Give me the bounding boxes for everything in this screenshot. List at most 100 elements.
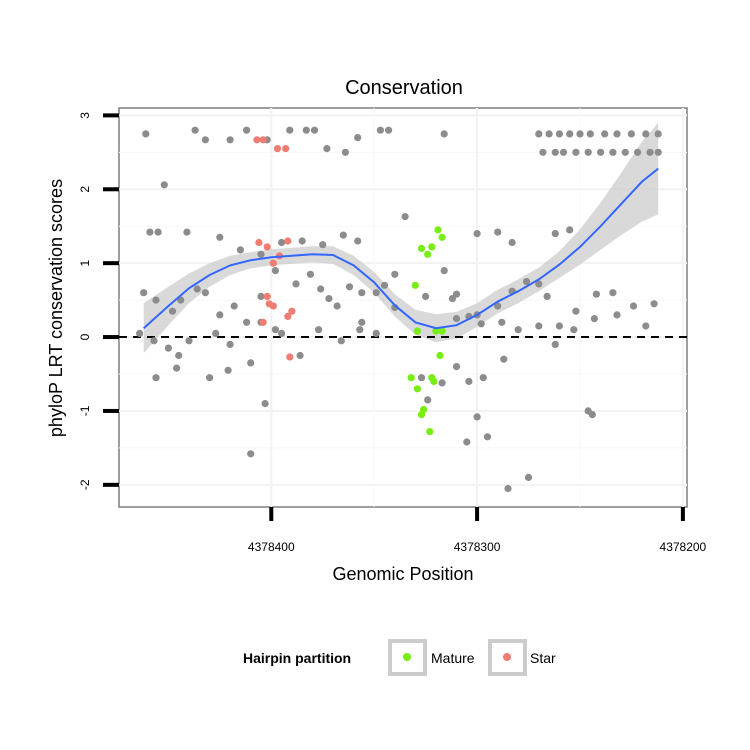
data-point-mature <box>417 411 426 419</box>
data-point-other <box>216 233 224 241</box>
data-point-other <box>160 181 168 189</box>
data-point-other <box>621 148 629 156</box>
data-point-star <box>255 238 263 247</box>
data-point-other <box>310 126 319 134</box>
data-point-mature <box>438 327 446 335</box>
data-point-other <box>613 311 621 319</box>
data-point-other <box>385 126 393 134</box>
data-point-other <box>140 289 148 297</box>
data-point-other <box>236 246 244 254</box>
data-point-other <box>535 322 543 330</box>
data-point-other <box>448 295 456 303</box>
data-point-other <box>642 130 650 138</box>
y-tick-label: -1 <box>78 405 92 416</box>
data-point-other <box>566 226 574 234</box>
data-point-mature <box>436 351 444 360</box>
data-point-other <box>634 148 642 156</box>
data-point-other <box>376 126 384 134</box>
data-point-other <box>609 148 617 156</box>
legend-label-mature: Mature <box>431 650 475 666</box>
data-point-other <box>358 289 366 297</box>
data-point-mature <box>434 226 442 234</box>
x-axis: 4378400 4378300 4378200 <box>248 507 707 554</box>
legend-key-mature <box>403 653 411 661</box>
data-point-star <box>269 259 277 267</box>
x-tick-label: 4378300 <box>454 540 501 554</box>
data-point-other <box>483 433 491 441</box>
data-point-star <box>259 136 267 144</box>
data-point-other <box>152 374 160 382</box>
grid-lines <box>119 108 687 507</box>
data-point-other <box>524 473 533 481</box>
data-point-other <box>522 278 531 286</box>
data-point-other <box>136 329 144 337</box>
data-point-mature <box>424 250 432 258</box>
y-tick-label: 1 <box>78 260 92 267</box>
data-point-other <box>247 359 255 367</box>
data-point-other <box>584 148 592 156</box>
data-point-other <box>372 289 380 297</box>
data-point-other <box>609 289 617 297</box>
data-point-other <box>646 148 654 156</box>
data-point-other <box>559 148 568 156</box>
data-point-other <box>570 326 578 334</box>
data-point-other <box>354 237 362 245</box>
data-point-other <box>356 326 364 334</box>
data-point-other <box>333 302 341 310</box>
data-point-other <box>551 340 559 348</box>
data-point-other <box>216 311 224 319</box>
data-point-other <box>243 318 251 326</box>
legend-label-star: Star <box>530 650 556 666</box>
points-layer <box>136 126 662 493</box>
confidence-band-layer <box>143 122 659 354</box>
data-point-other <box>247 450 255 458</box>
data-point-other <box>339 231 347 239</box>
data-point-other <box>504 484 512 493</box>
data-point-other <box>555 322 564 330</box>
x-tick-label: 4378200 <box>660 540 707 554</box>
y-axis: -2 -1 0 1 2 3 <box>78 112 119 490</box>
data-point-other <box>302 126 310 134</box>
data-point-other <box>597 148 605 156</box>
data-point-other <box>175 351 183 360</box>
legend-key-star <box>503 653 511 661</box>
smooth-fit-line <box>143 167 659 330</box>
data-point-other <box>271 326 279 334</box>
data-point-other <box>292 280 300 288</box>
data-point-other <box>224 366 232 374</box>
data-point-other <box>586 130 594 138</box>
data-point-other <box>479 374 487 382</box>
data-point-other <box>354 134 362 142</box>
data-point-other <box>463 438 471 446</box>
confidence-band <box>143 122 659 354</box>
data-point-other <box>654 130 662 138</box>
data-point-other <box>650 300 658 308</box>
data-point-other <box>627 130 636 138</box>
data-point-other <box>473 413 481 421</box>
data-point-other <box>193 285 201 293</box>
data-point-star <box>286 353 294 361</box>
data-point-other <box>555 130 564 138</box>
data-point-other <box>494 302 502 310</box>
data-point-other <box>212 329 220 337</box>
data-point-other <box>315 326 323 334</box>
data-point-other <box>164 344 172 352</box>
data-point-other <box>498 318 506 326</box>
data-point-mature <box>432 327 440 335</box>
data-point-other <box>572 148 580 156</box>
data-point-other <box>551 148 559 156</box>
data-point-other <box>473 230 481 238</box>
y-tick-label: 3 <box>78 112 92 119</box>
data-point-other <box>271 267 279 275</box>
data-point-other <box>173 364 181 372</box>
data-point-mature <box>428 243 436 251</box>
data-point-mature <box>417 244 426 252</box>
data-point-star <box>282 145 290 153</box>
data-point-other <box>391 270 399 278</box>
data-point-other <box>201 289 209 297</box>
data-point-other <box>230 302 238 310</box>
data-point-other <box>226 340 234 348</box>
data-point-other <box>306 270 314 278</box>
chart-title: Conservation <box>345 77 463 99</box>
data-point-other <box>543 292 551 300</box>
